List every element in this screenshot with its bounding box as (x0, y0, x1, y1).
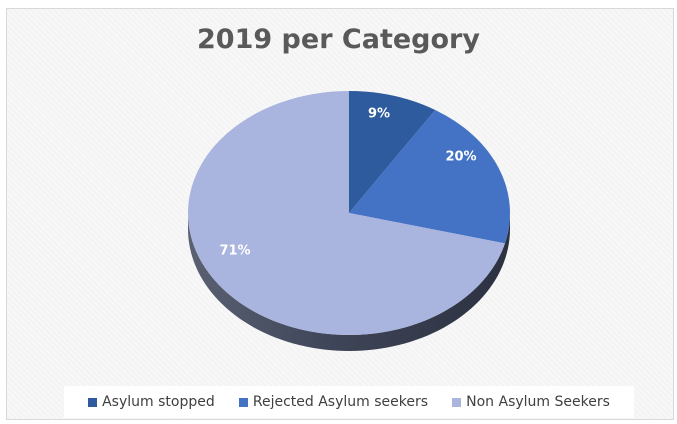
legend-item-non-asylum-seekers: Non Asylum Seekers (452, 394, 610, 410)
legend-label: Asylum stopped (102, 394, 215, 410)
legend-swatch (238, 397, 248, 407)
slice-non-asylum-seekers (187, 91, 505, 335)
legend-label: Rejected Asylum seekers (252, 394, 429, 410)
chart-title: 2019 per Category (197, 24, 480, 55)
slice-rejected-asylum-seekers (349, 109, 510, 244)
pie-labels: 9% 20% 71% (219, 107, 476, 259)
legend-swatch (88, 397, 98, 407)
data-label: 9% (368, 107, 390, 122)
legend-label: Non Asylum Seekers (466, 394, 610, 410)
chart-legend: Asylum stopped Rejected Asylum seekers N… (64, 386, 634, 418)
legend-swatch (452, 397, 462, 407)
legend-item-rejected-asylum-seekers: Rejected Asylum seekers (238, 394, 429, 410)
slice-asylum-stopped (349, 90, 436, 213)
legend-item-asylum-stopped: Asylum stopped (88, 394, 215, 410)
data-label: 71% (219, 244, 250, 259)
data-label: 20% (445, 150, 476, 165)
pie-slices (187, 90, 510, 335)
